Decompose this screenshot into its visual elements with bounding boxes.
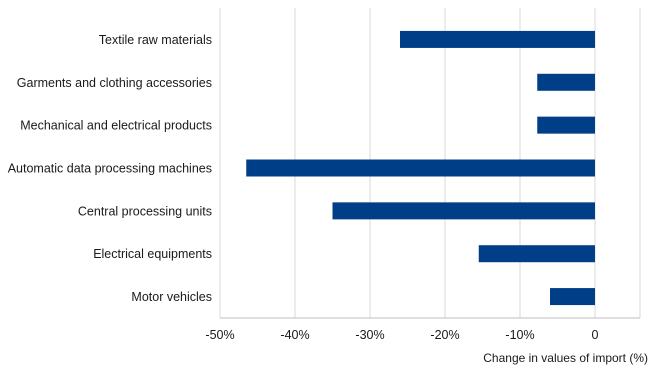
x-tick-label: -40%	[280, 328, 309, 342]
category-label: Central processing units	[78, 204, 212, 218]
bar	[550, 288, 595, 306]
bar	[246, 159, 595, 177]
category-label: Garments and clothing accessories	[17, 76, 212, 90]
category-label: Motor vehicles	[131, 290, 212, 304]
category-label: Automatic data processing machines	[8, 162, 212, 176]
category-label: Textile raw materials	[99, 33, 212, 47]
x-tick-labels: -50% -40% -30% -20% -10% 0	[205, 328, 598, 342]
bars	[246, 30, 595, 306]
x-tick-label: -20%	[430, 328, 459, 342]
category-label: Mechanical and electrical products	[20, 119, 212, 133]
bar	[400, 30, 595, 48]
category-labels: Textile raw materials Garments and clothi…	[8, 33, 212, 304]
category-label: Electrical equipments	[93, 247, 212, 261]
bar	[537, 73, 595, 91]
bar	[332, 202, 595, 220]
bar	[478, 245, 595, 263]
x-axis-title: Change in values of import (%)	[483, 351, 648, 365]
x-tick-label: -30%	[355, 328, 384, 342]
x-tick-label: -10%	[505, 328, 534, 342]
x-tick-label: 0	[592, 328, 599, 342]
bar	[537, 116, 595, 134]
x-tick-label: -50%	[205, 328, 234, 342]
